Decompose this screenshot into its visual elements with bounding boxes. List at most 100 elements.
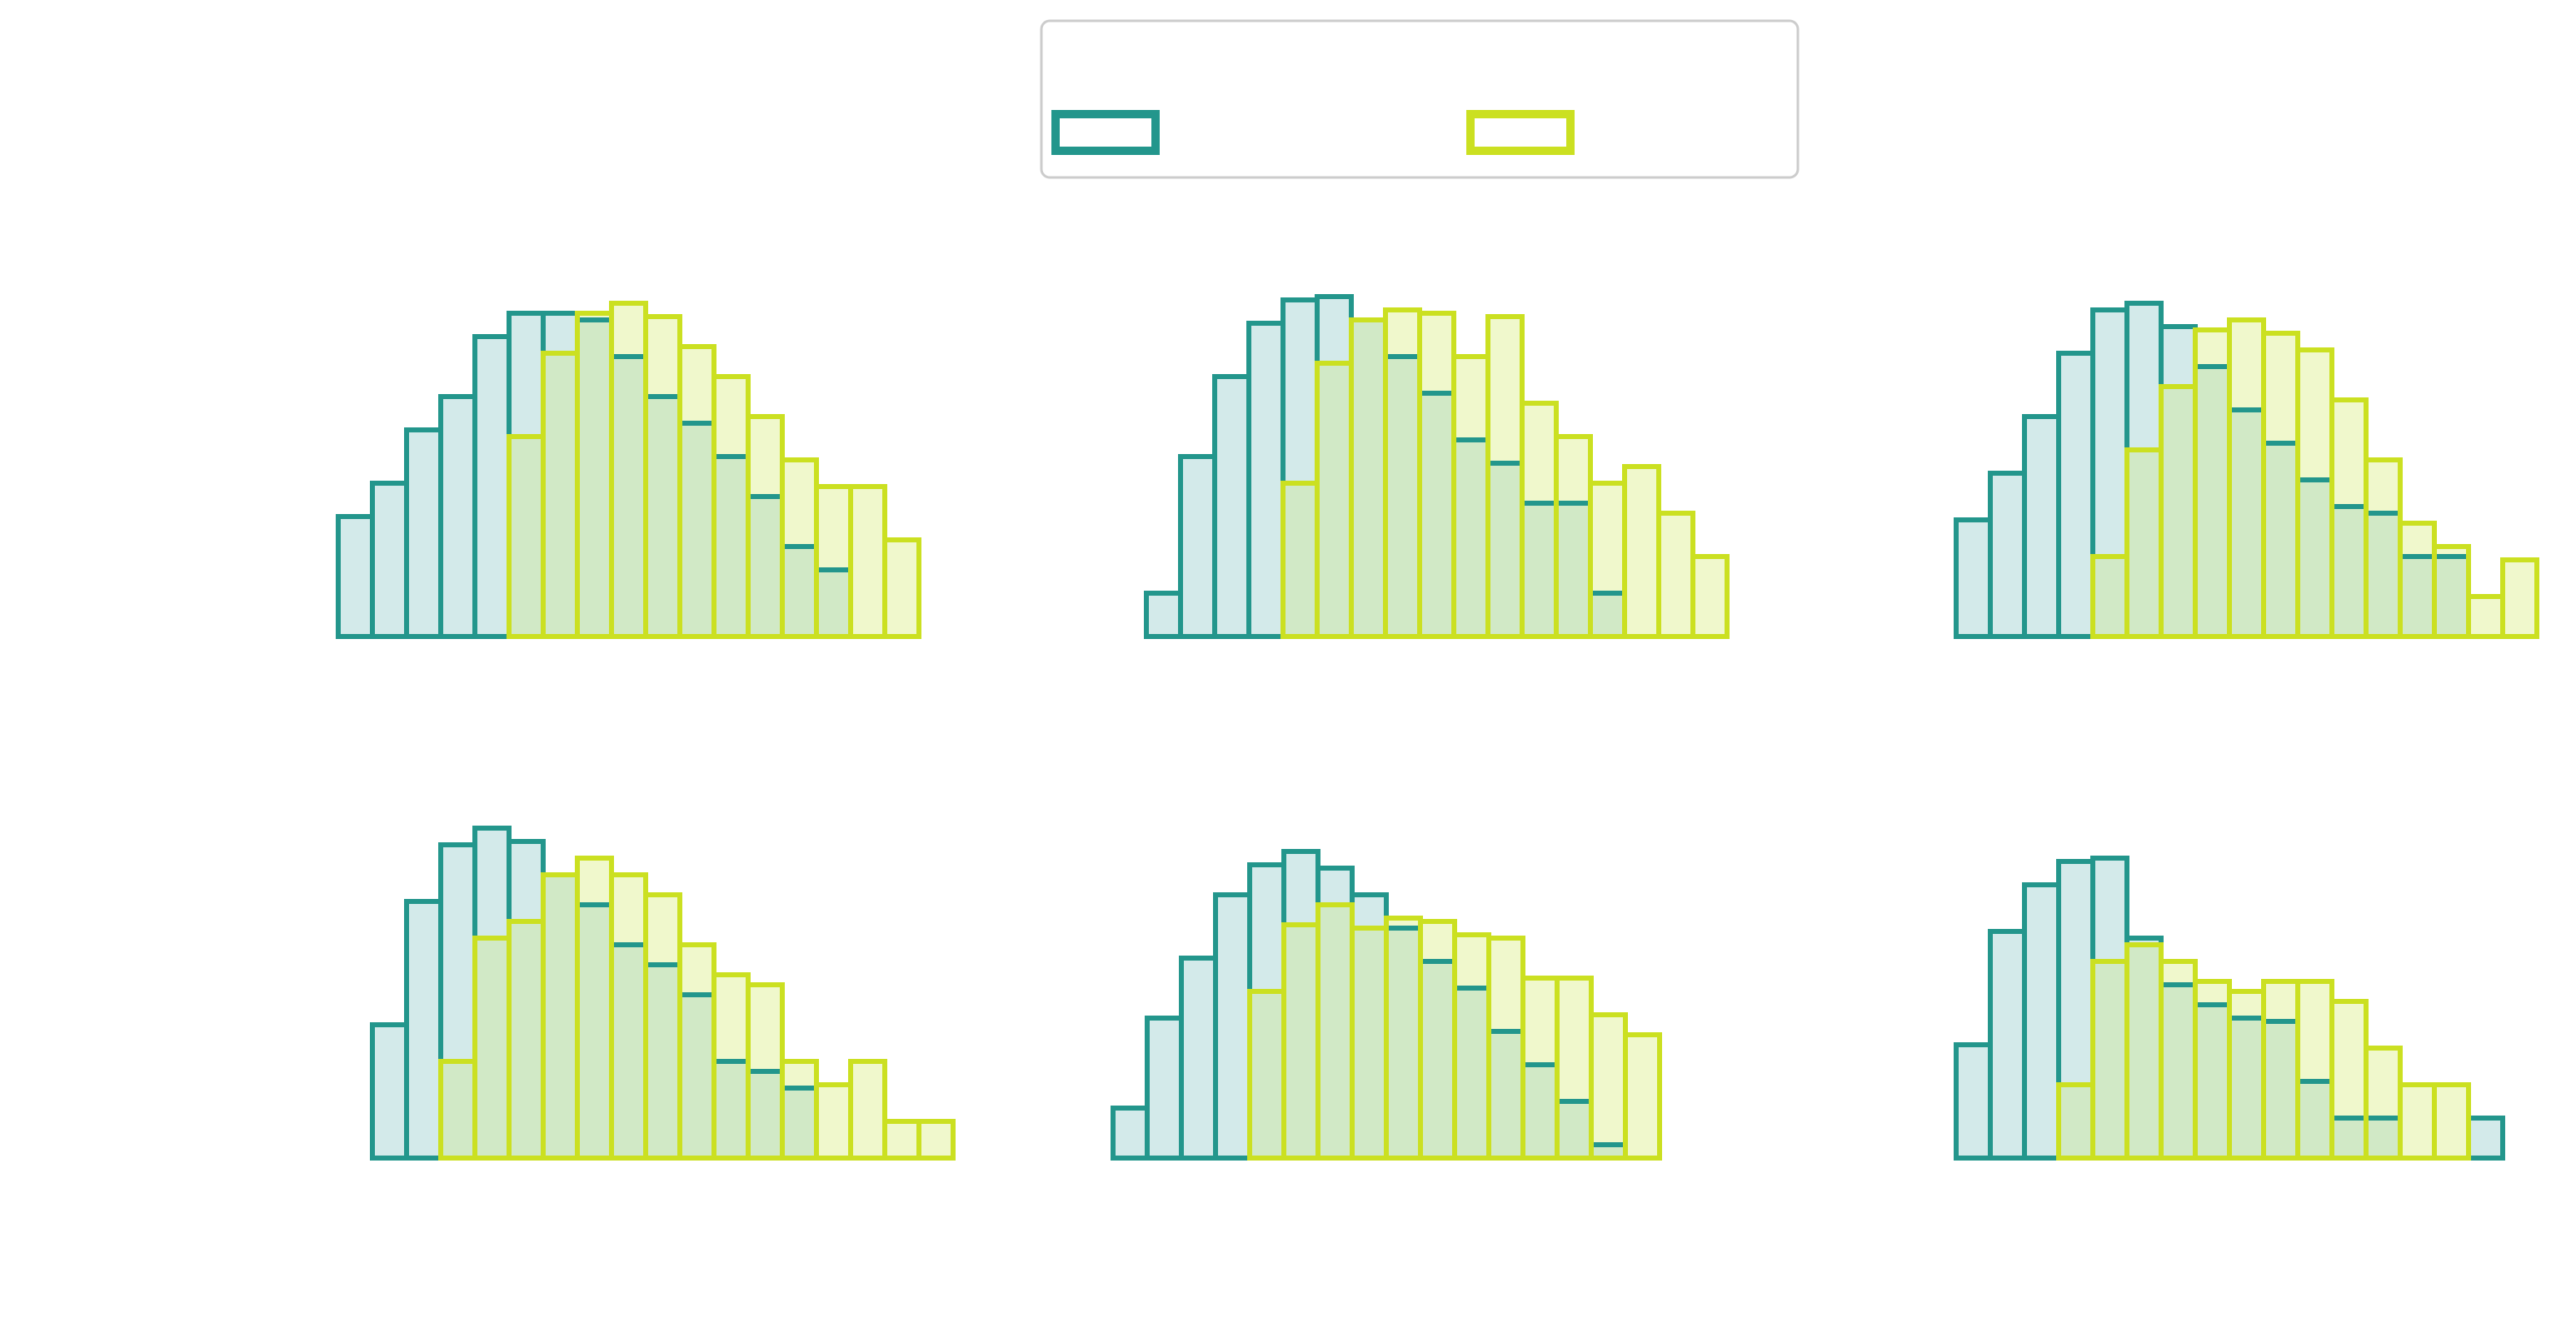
excess-fill-bin-15	[2469, 597, 2503, 637]
overlap-fill-bin-9	[1454, 440, 1488, 637]
overlap-fill-bin-14	[2434, 557, 2469, 637]
overlap-fill-bin-6	[543, 353, 577, 637]
excess-fill-bin-8	[2229, 991, 2264, 1018]
excess-fill-bin-13	[1590, 483, 1625, 593]
excess-fill-bin-13	[1557, 978, 1591, 1101]
overlap-fill-bin-11	[1522, 503, 1556, 637]
overlap-fill-bin-12	[1556, 503, 1590, 637]
excess-fill-bin-2	[2024, 417, 2059, 637]
histogram-panel-5	[1111, 849, 1662, 1161]
overlap-fill-bin-11	[1489, 1031, 1523, 1158]
excess-fill-bin-3	[2059, 353, 2093, 637]
excess-fill-bin-7	[2195, 330, 2229, 367]
excess-fill-bin-3	[2059, 861, 2093, 1085]
excess-fill-bin-8	[612, 303, 646, 357]
histogram-panel-3	[1954, 301, 2539, 639]
overlap-fill-bin-9	[646, 397, 680, 637]
excess-fill-bin-14	[1591, 1015, 1625, 1145]
excess-fill-bin-5	[2127, 938, 2161, 945]
series-b-bar-bin-17	[916, 1119, 956, 1161]
excess-fill-bin-11	[714, 975, 748, 1061]
excess-fill-bin-5	[1284, 851, 1318, 925]
legend-frame	[1040, 19, 1800, 179]
excess-fill-bin-5	[2127, 303, 2161, 450]
excess-fill-bin-4	[1283, 300, 1317, 483]
overlap-fill-bin-4	[1250, 991, 1284, 1158]
excess-fill-bin-12	[748, 417, 782, 497]
overlap-fill-bin-11	[714, 457, 748, 637]
overlap-fill-bin-7	[2195, 1005, 2229, 1158]
histogram-panel-2	[1144, 294, 1730, 639]
excess-fill-bin-15	[2469, 1118, 2503, 1158]
overlap-fill-bin-5	[509, 437, 543, 637]
excess-fill-bin-6	[2161, 327, 2195, 387]
excess-fill-bin-2	[1181, 958, 1216, 1158]
overlap-fill-bin-13	[782, 1088, 816, 1158]
overlap-fill-bin-4	[2093, 557, 2127, 637]
excess-fill-bin-9	[1420, 921, 1455, 961]
excess-fill-bin-9	[1454, 357, 1488, 440]
overlap-fill-bin-6	[2161, 387, 2195, 637]
excess-fill-bin-7	[2195, 981, 2229, 1005]
excess-fill-bin-11	[1489, 938, 1523, 1031]
excess-fill-bin-6	[1318, 868, 1352, 905]
excess-fill-bin-14	[1625, 467, 1659, 637]
excess-fill-bin-14	[816, 1085, 851, 1158]
excess-fill-bin-9	[2264, 981, 2298, 1021]
excess-fill-bin-10	[1488, 317, 1522, 463]
excess-fill-bin-15	[851, 487, 885, 637]
overlap-fill-bin-10	[680, 995, 714, 1158]
overlap-fill-bin-7	[1385, 357, 1420, 637]
excess-fill-bin-16	[885, 1121, 919, 1158]
excess-fill-bin-4	[1250, 865, 1284, 991]
excess-fill-bin-3	[441, 397, 475, 637]
excess-fill-bin-5	[1317, 297, 1351, 363]
overlap-fill-bin-5	[2127, 450, 2161, 637]
overlap-fill-bin-13	[2400, 557, 2434, 637]
histogram-panel-6	[1954, 856, 2505, 1161]
overlap-fill-bin-11	[714, 1061, 748, 1158]
excess-fill-bin-0	[1956, 520, 1990, 637]
excess-fill-bin-4	[2093, 858, 2127, 961]
excess-fill-bin-10	[680, 945, 714, 995]
excess-fill-bin-1	[1990, 931, 2024, 1158]
overlap-fill-bin-3	[441, 1061, 475, 1158]
overlap-fill-bin-9	[1420, 961, 1455, 1158]
excess-fill-bin-12	[2366, 460, 2400, 513]
series-b-bar-bin-15	[848, 1059, 887, 1161]
overlap-fill-bin-9	[2264, 443, 2298, 637]
excess-fill-bin-2	[2024, 885, 2059, 1158]
overlap-fill-bin-6	[2161, 985, 2195, 1158]
overlap-fill-bin-10	[2298, 480, 2332, 637]
overlap-fill-bin-14	[816, 570, 851, 637]
excess-fill-bin-3	[1249, 323, 1283, 637]
overlap-fill-bin-12	[2366, 1118, 2400, 1158]
excess-fill-bin-1	[372, 483, 407, 637]
excess-fill-bin-0	[1956, 1045, 1990, 1158]
overlap-fill-bin-12	[2366, 513, 2400, 637]
excess-fill-bin-1	[1181, 457, 1215, 637]
excess-fill-bin-15	[1625, 1035, 1660, 1158]
excess-fill-bin-15	[851, 1061, 885, 1158]
series-b-bar-bin-16	[2500, 557, 2539, 639]
overlap-fill-bin-11	[2332, 1118, 2366, 1158]
excess-fill-bin-5	[509, 841, 543, 921]
overlap-fill-bin-8	[2229, 1018, 2264, 1158]
series-b-bar-bin-14	[2432, 1082, 2471, 1161]
excess-fill-bin-7	[1352, 895, 1386, 928]
excess-fill-bin-7	[577, 313, 612, 320]
excess-fill-bin-15	[1659, 513, 1693, 637]
excess-fill-bin-13	[782, 1061, 816, 1088]
overlap-fill-bin-3	[2059, 1085, 2093, 1158]
excess-fill-bin-11	[714, 377, 748, 457]
overlap-fill-bin-12	[1523, 1065, 1557, 1158]
excess-fill-bin-12	[748, 985, 782, 1071]
overlap-fill-bin-7	[577, 320, 612, 637]
excess-fill-bin-9	[646, 895, 680, 965]
series-b-bar-bin-15	[1623, 1032, 1662, 1161]
excess-fill-bin-9	[646, 317, 680, 397]
excess-fill-bin-4	[475, 828, 509, 938]
excess-fill-bin-8	[2229, 320, 2264, 410]
excess-fill-bin-12	[1523, 978, 1557, 1065]
